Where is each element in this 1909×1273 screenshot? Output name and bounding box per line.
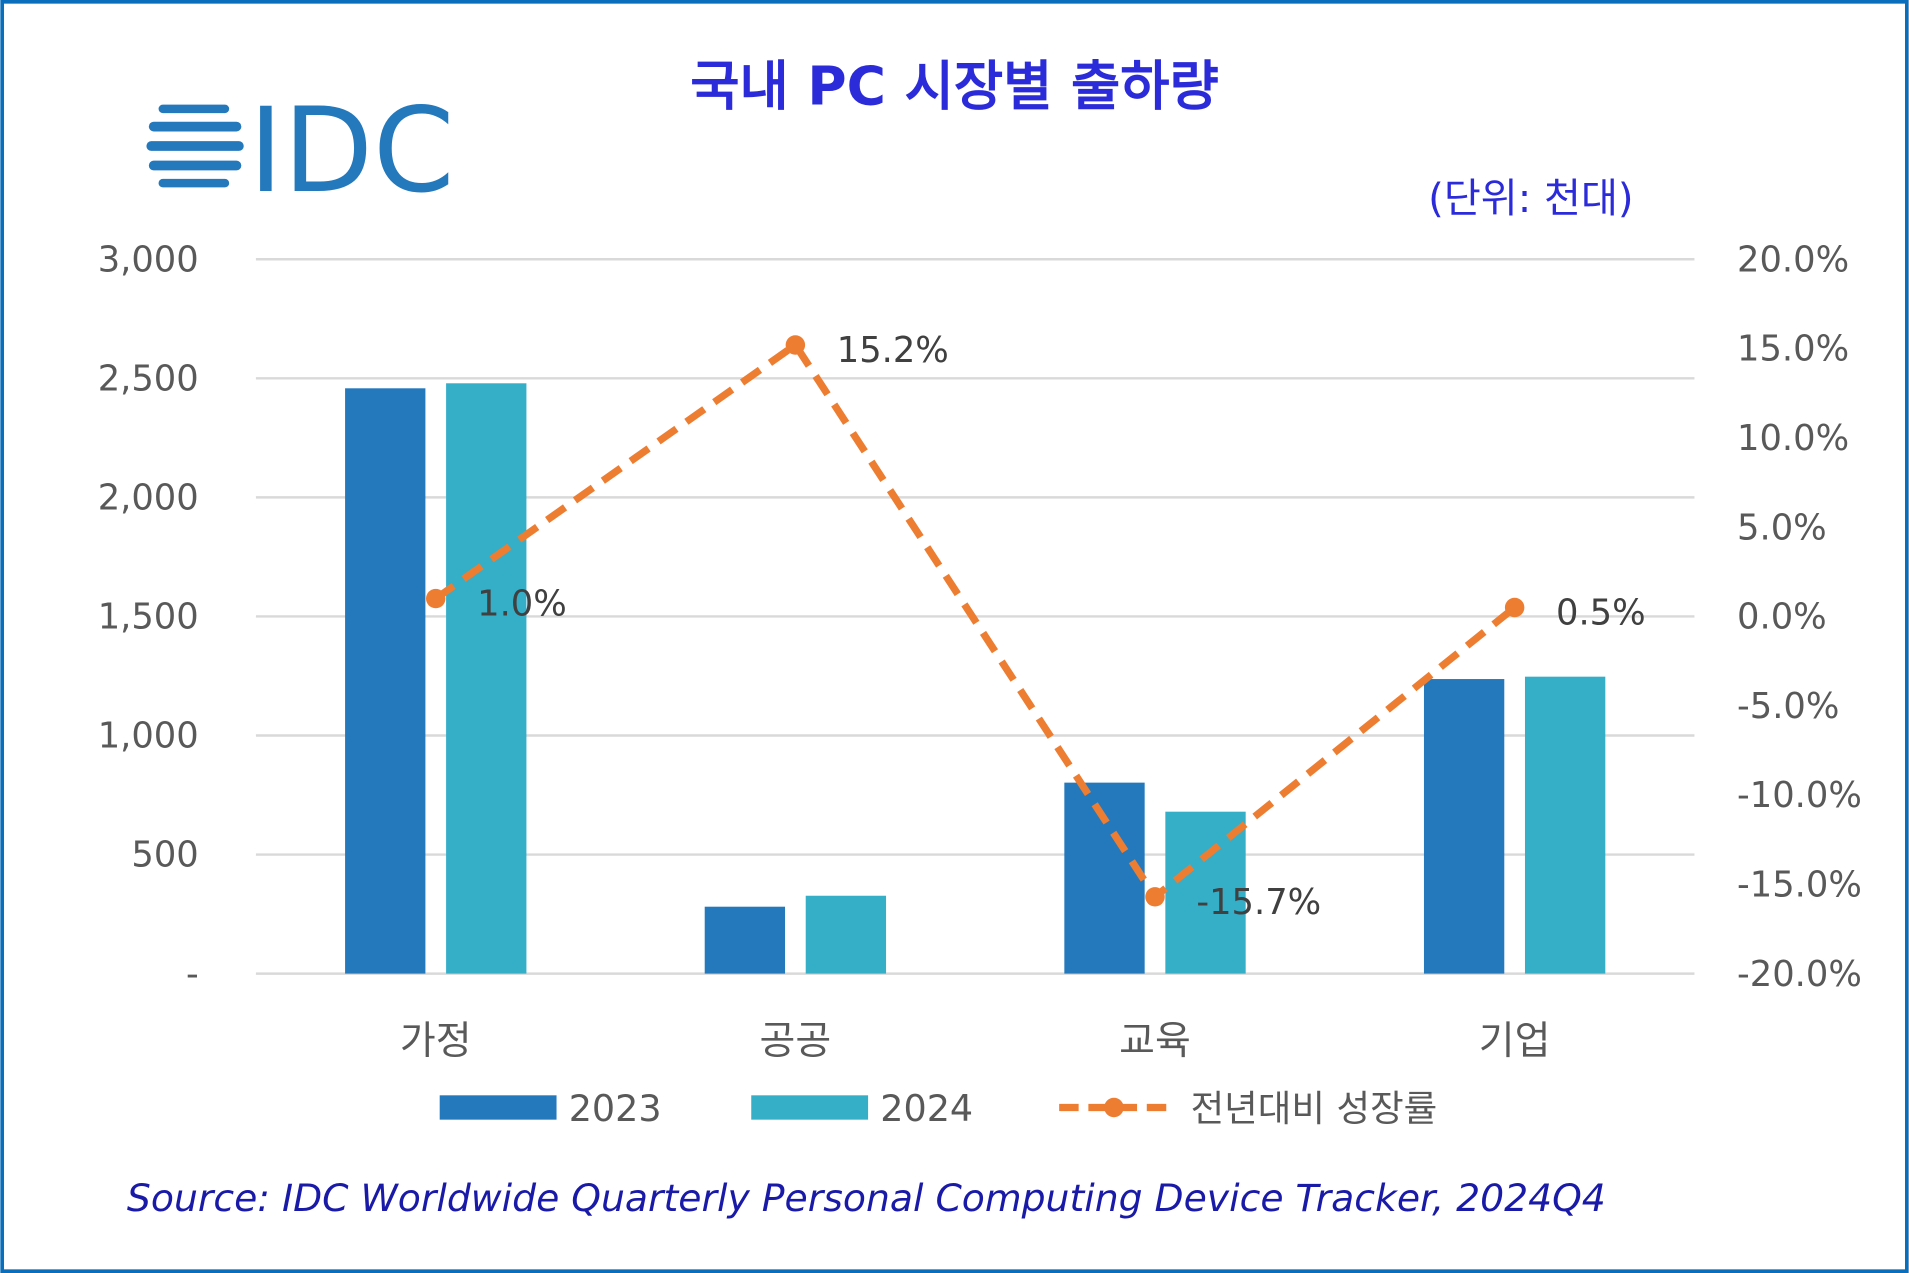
y2-tick-label: -10.0% [1737, 775, 1862, 816]
legend: 2023 2024 전년대비 성장률 [439, 1087, 1437, 1130]
y2-tick-label: -5.0% [1737, 686, 1839, 727]
bar-2023-공공 [704, 906, 786, 974]
bar-2024-공공 [805, 895, 887, 974]
legend-item-growth[interactable]: 전년대비 성장률 [1059, 1087, 1437, 1130]
growth-point [1145, 887, 1165, 907]
svg-text:전년대비 성장률: 전년대비 성장률 [1191, 1087, 1438, 1130]
growth-data-label: -15.7% [1196, 882, 1321, 923]
growth-data-label: 0.5% [1556, 593, 1646, 634]
growth-point [1504, 597, 1525, 618]
growth-line: 1.0% 15.2% -15.7% 0.5% [426, 330, 1646, 923]
growth-point [785, 335, 806, 355]
y2-tick-label: 10.0% [1737, 418, 1849, 459]
y2-tick-label: 20.0% [1737, 239, 1849, 280]
y-tick-label: 500 [131, 835, 198, 876]
y-tick-label: 1,000 [98, 716, 199, 757]
y2-tick-label: -15.0% [1737, 864, 1862, 905]
bar-2023-가정 [345, 388, 426, 974]
growth-point [426, 588, 446, 609]
x-tick-label: 기업 [1479, 1019, 1551, 1064]
y2-tick-label: 15.0% [1737, 329, 1849, 370]
x-tick-label: 가정 [400, 1019, 472, 1064]
idc-logo: IDC [146, 83, 455, 219]
y2-tick-label: -20.0% [1737, 954, 1862, 995]
y-axis-left: - 500 1,000 1,500 2,000 2,500 3,000 [98, 239, 199, 994]
growth-data-label: 1.0% [477, 584, 567, 625]
y-tick-label: 1,500 [98, 597, 199, 638]
chart-title: 국내 PC 시장별 출하량 [690, 55, 1218, 118]
y-axis-right: -20.0% -15.0% -10.0% -5.0% 0.0% 5.0% 10.0% 15.0… [1737, 239, 1862, 994]
y-tick-label: 3,000 [98, 239, 199, 280]
growth-line-path [433, 339, 1517, 903]
y2-tick-label: 0.0% [1737, 597, 1827, 638]
legend-item-2023[interactable]: 2023 [439, 1087, 662, 1130]
bar-2024-기업 [1524, 676, 1606, 974]
y-tick-label: 2,500 [98, 358, 199, 399]
x-axis: 가정 공공 교육 기업 [400, 1019, 1551, 1064]
x-tick-label: 공공 [760, 1019, 832, 1064]
y2-tick-label: 5.0% [1737, 507, 1827, 548]
legend-item-2024[interactable]: 2024 [751, 1087, 973, 1130]
bar-2024-가정 [446, 383, 527, 974]
x-tick-label: 교육 [1119, 1019, 1191, 1064]
y-tick-label: 2,000 [98, 478, 199, 519]
bar-2023-교육 [1064, 782, 1145, 974]
bar-2023-기업 [1423, 679, 1505, 974]
svg-text:2023: 2023 [569, 1087, 662, 1130]
source-note: Source: IDC Worldwide Quarterly Personal… [127, 1176, 1606, 1220]
growth-data-label: 15.2% [837, 330, 949, 371]
svg-text:2024: 2024 [880, 1087, 973, 1130]
y-tick-label: - [186, 954, 199, 995]
unit-note: (단위: 천대) [1428, 176, 1633, 222]
svg-text:IDC: IDC [249, 83, 455, 219]
bars [345, 383, 1606, 974]
